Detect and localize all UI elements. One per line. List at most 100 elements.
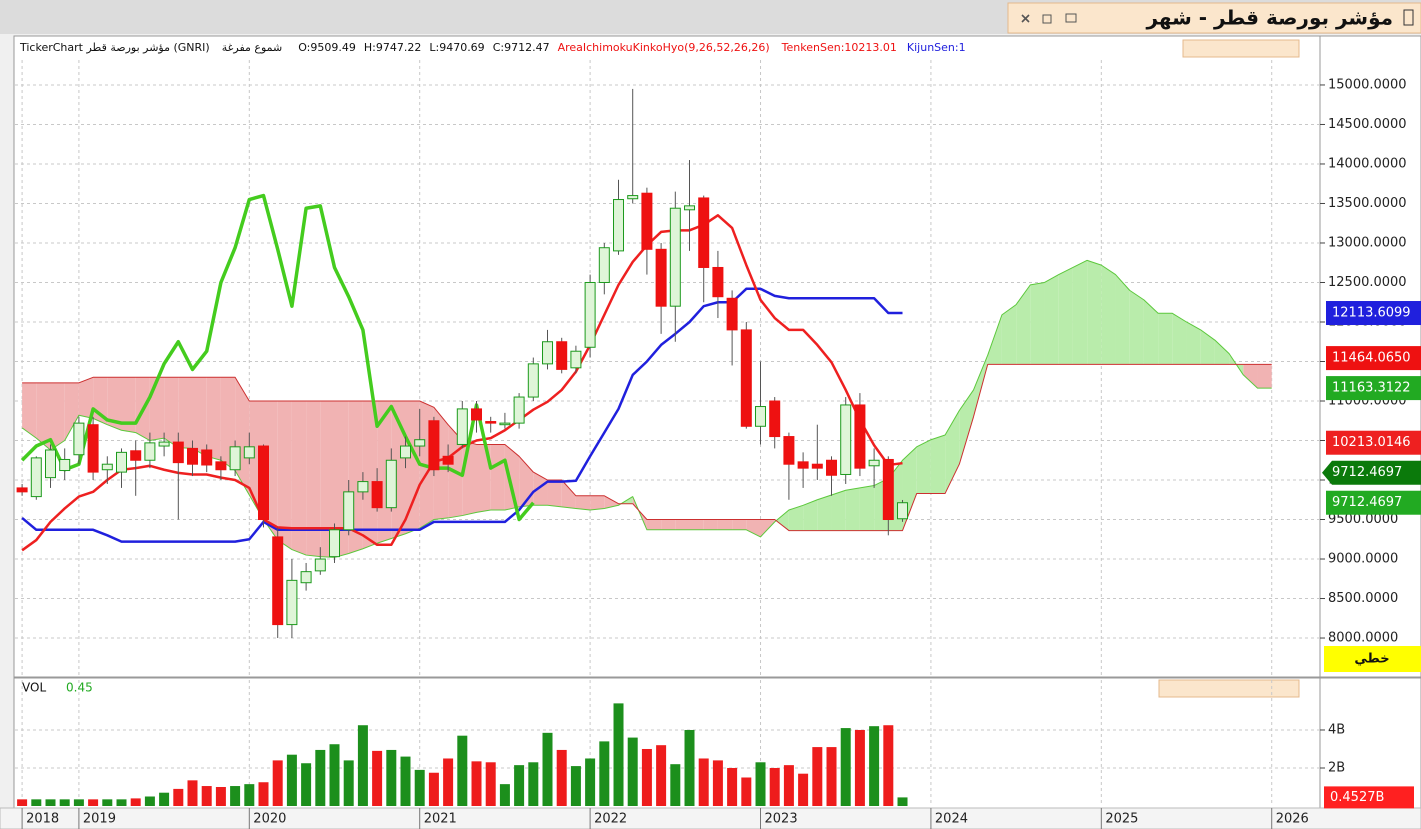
cloud-segment [1016,284,1031,365]
candle-body [187,447,199,465]
volume-bar [73,799,84,806]
tenkan-last-box [1326,430,1421,455]
restore-button[interactable] [1042,14,1052,24]
cloud-segment [78,377,94,419]
candle-body [570,350,582,369]
volume-bar [883,725,894,806]
volume-bar [315,749,326,806]
volume-panel [13,677,1321,809]
volume-bar [301,763,312,806]
volume-bar [854,729,865,806]
volume-bar [755,762,766,806]
cloud-segment [817,495,832,531]
x-tick-label: 2024 [935,812,968,827]
cloud-segment [1129,290,1144,365]
cloud-segment [575,495,591,511]
candle-body [740,329,752,427]
cloud-segment [646,519,662,530]
cloud-segment [50,382,65,450]
candle-body [144,442,156,461]
panel-toolbar[interactable] [1182,39,1300,58]
volume-bar [585,758,596,806]
cloud-segment [164,377,179,448]
kijun-last-box [1326,301,1421,326]
cloud-segment [604,495,619,509]
cloud-segment [1115,274,1130,365]
volume-last-label: 0.4527B [1330,790,1384,805]
volume-bar [59,799,70,806]
volume-bar [741,777,752,806]
candle-body [229,446,241,471]
cloud-segment [547,480,562,507]
window-buttons[interactable] [1021,13,1077,24]
info-line: TickerChart مؤشر بورصة قطر (GNRI) شموع مف… [19,41,966,54]
cloud-segment [1058,267,1073,365]
volume-bar [499,784,510,806]
volume-bar [641,748,652,806]
volume-toolbar[interactable] [1158,679,1300,698]
mode-box[interactable] [1324,646,1421,672]
volume-bar [613,703,624,806]
cloud-segment [689,519,704,530]
candle-body [655,248,667,307]
candle-body [87,424,99,473]
volume-bar [286,754,297,806]
cloud-segment [845,487,860,531]
volume-bar [599,741,610,806]
volume-bar [31,799,42,806]
cloud-segment [1243,364,1258,389]
volume-bar [144,796,155,806]
volume-bar [670,764,681,806]
volume-bar [400,756,411,806]
volume-bar [88,799,99,806]
candle-body [641,192,653,250]
candle-body [258,445,270,521]
candle-body [314,558,326,572]
span-b-last-label: 11464.0650 [1332,351,1411,366]
volume-bar [230,786,241,806]
cloud-segment [1186,321,1201,365]
candle-body [456,408,468,445]
close-button[interactable] [1021,14,1030,23]
window-title: مؤشر بورصة قطر - شهر [1145,6,1393,30]
volume-axis [1319,677,1421,809]
x-tick-label: 2020 [253,812,286,827]
candle-body [215,461,227,471]
cloud-segment [533,472,548,506]
y-tick-label: 2B [1328,760,1345,775]
title-icon [1403,9,1414,26]
volume-bar [812,747,823,806]
candle-body [783,436,795,465]
volume-bar [485,762,496,806]
volume-bar [272,760,283,806]
cloud-segment [320,400,335,558]
chikou-last-box [1326,490,1421,515]
time-axis [0,807,1421,829]
candle-body [897,502,909,520]
cloud-segment [1044,274,1059,365]
candle-body [542,341,554,365]
cloud-segment [107,377,122,431]
volume-bar [329,744,340,806]
volume-bar [357,725,368,806]
cloud-segment [945,410,960,494]
candle-body [556,341,568,370]
candle-body [428,420,440,471]
kijun-last-label: 12113.6099 [1332,306,1411,321]
mode-label[interactable]: خطي [1354,652,1389,667]
candle-body [272,536,284,626]
candle-body [726,297,738,331]
info-high: H:9747.22 [364,41,421,54]
info-close: C:9712.47 [493,41,550,54]
close-last-box [1322,460,1421,485]
volume-bar [102,799,113,806]
label-layer: VOL 0.45 0.4527B 9712.4697 9712.4697 10213.01… [22,301,1421,809]
cloud-segment [675,519,690,530]
volume-bar [656,745,667,806]
detach-button[interactable] [1065,13,1077,23]
cloud-segment [291,400,307,556]
y-tick-label: 9500.0000 [1328,512,1398,527]
volume-bar [116,799,127,806]
volume-bar [428,772,439,806]
cloud-segment [930,434,946,494]
